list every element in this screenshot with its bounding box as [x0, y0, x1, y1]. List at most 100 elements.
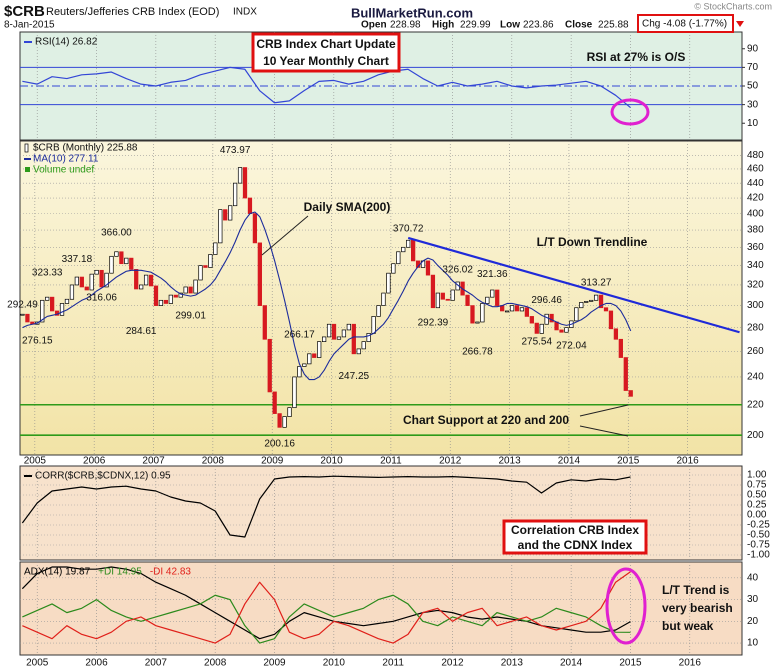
legend-label: CORR($CRB,$CDNX,12) 0.95: [35, 471, 171, 482]
y-tick-label: 0.50: [747, 490, 767, 501]
candle: [534, 322, 539, 334]
x-tick-label: 2009: [263, 658, 286, 669]
candle: [89, 273, 94, 291]
candle: [193, 279, 198, 294]
point-label: 292.49: [7, 299, 38, 310]
point-label: 296.46: [531, 295, 562, 306]
candle: [613, 328, 619, 340]
price-panel: [19, 140, 743, 456]
candle: [134, 269, 139, 290]
y-tick-label: 0.00: [747, 510, 767, 521]
x-tick-label: 2008: [204, 658, 227, 669]
series-line: [22, 571, 631, 644]
x-tick-label: 2006: [83, 456, 106, 467]
candle: [74, 276, 80, 286]
y-tick-label: 30: [747, 99, 759, 110]
x-tick-label: 2014: [558, 456, 581, 467]
x-tick-label: 2016: [676, 456, 699, 467]
candle: [99, 269, 104, 288]
quote-label: Close: [565, 20, 593, 31]
x-tick-label: 2015: [619, 658, 642, 669]
x-tick-label: 2007: [145, 658, 168, 669]
candle: [623, 357, 628, 391]
candle: [430, 274, 436, 309]
ma-line: [22, 211, 632, 381]
note: Daily SMA(200): [304, 200, 391, 214]
legend-label: -DI 42.83: [150, 567, 192, 578]
series-line: [22, 594, 631, 644]
candle: [564, 327, 569, 333]
plot-layer: 10 30 50 70 90 RSI(14) 26.82 2005 2006 2007 2008 2…: [7, 32, 770, 669]
point-label: 247.25: [339, 371, 370, 382]
candle: [628, 390, 633, 397]
quote-value: 229.99: [460, 20, 491, 31]
point-label: 276.15: [22, 336, 53, 347]
y-tick-label: 420: [747, 193, 764, 204]
candle: [366, 333, 371, 343]
candle: [297, 366, 302, 378]
candle: [124, 257, 129, 265]
note: Chart Support at 220 and 200: [403, 413, 569, 427]
note: 10 Year Monthly Chart: [263, 54, 389, 68]
point-label: 323.33: [32, 267, 63, 278]
legend-label: Volume undef: [33, 165, 94, 176]
candle: [504, 310, 510, 313]
candle: [341, 329, 347, 338]
point-label: 326.02: [442, 265, 473, 276]
point-label: 266.17: [284, 329, 315, 340]
candle: [203, 265, 208, 268]
candle: [514, 305, 520, 312]
candle: [336, 336, 342, 340]
y-tick-label: 360: [747, 242, 764, 253]
y-tick-label: 10: [747, 118, 759, 129]
point-label: 275.54: [521, 336, 552, 347]
candle: [470, 305, 475, 324]
candle: [529, 316, 534, 324]
candle: [549, 313, 554, 323]
candle: [326, 323, 332, 338]
candle: [40, 299, 45, 323]
legend-swatch: [25, 167, 30, 172]
candle: [574, 307, 579, 322]
y-tick-label: 260: [747, 346, 764, 357]
y-tick-label: 280: [747, 322, 764, 333]
point-label: 272.04: [556, 341, 587, 352]
legend-label: $CRB (Monthly) 225.88: [33, 143, 138, 154]
candle: [465, 294, 470, 306]
candle: [237, 167, 243, 184]
y-tick-label: 380: [747, 225, 764, 236]
point-label: 366.00: [101, 228, 132, 239]
candle: [148, 274, 154, 287]
candle: [262, 305, 267, 340]
candle: [480, 303, 485, 323]
quote-label: Open: [361, 20, 387, 31]
point-label: 313.27: [581, 277, 612, 288]
index-name: Reuters/Jefferies CRB Index (EOD): [46, 6, 219, 18]
candle: [346, 323, 351, 331]
candle: [317, 341, 322, 358]
x-tick-label: 2010: [320, 456, 343, 467]
candle: [559, 329, 564, 333]
x-tick-label: 2006: [85, 658, 108, 669]
candle: [524, 307, 530, 317]
connector: [579, 425, 629, 437]
y-tick-label: 340: [747, 260, 764, 271]
y-tick-label: 1.00: [747, 470, 767, 481]
candle: [361, 341, 366, 350]
candle: [257, 242, 262, 306]
candle: [139, 284, 144, 290]
candle: [302, 363, 307, 367]
y-tick-label: -0.25: [747, 520, 770, 531]
x-tick-label: 2007: [142, 456, 165, 467]
highlight: [605, 567, 647, 645]
note-box: [251, 32, 401, 73]
point-label: 284.61: [126, 326, 157, 337]
legend-swatch: [24, 143, 29, 153]
candle: [598, 294, 604, 309]
point-label: 316.06: [86, 293, 117, 304]
candle: [228, 205, 233, 221]
point-label: 292.39: [418, 317, 449, 328]
y-tick-label: 10: [747, 638, 759, 649]
candle: [232, 182, 238, 207]
symbol: $CRB: [4, 3, 45, 20]
